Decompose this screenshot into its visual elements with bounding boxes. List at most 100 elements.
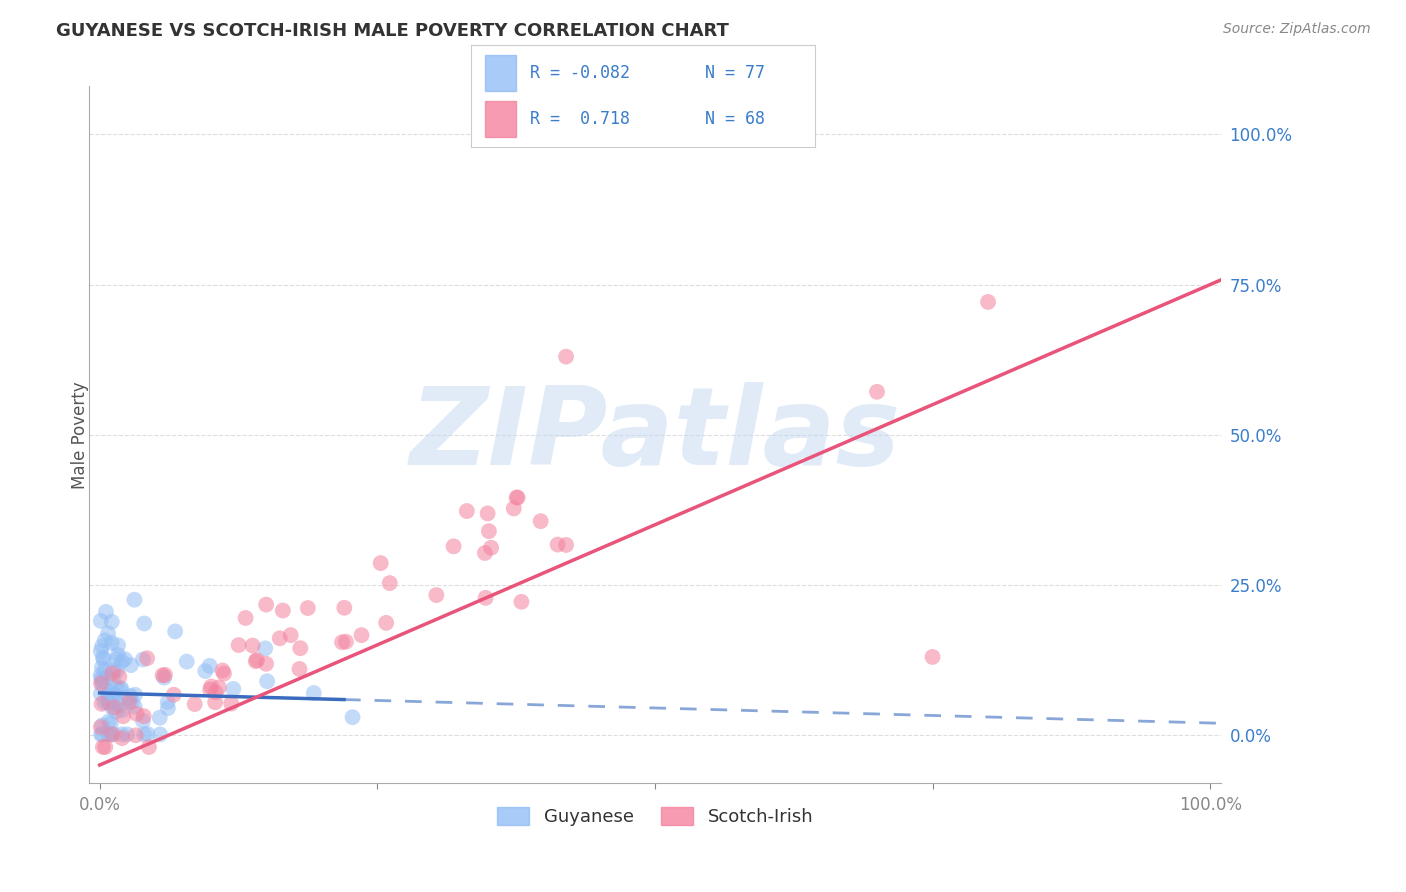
Point — [114, 652, 136, 666]
Point — [443, 539, 465, 553]
Point — [378, 576, 401, 591]
Point — [370, 556, 392, 570]
Point — [212, 666, 235, 681]
Point — [100, 636, 122, 650]
Point — [280, 628, 302, 642]
Point — [121, 695, 143, 709]
Point — [547, 538, 569, 552]
Point — [120, 689, 142, 703]
Point — [235, 611, 257, 625]
Point — [330, 635, 353, 649]
Bar — [485, 55, 516, 91]
Point — [242, 639, 264, 653]
Point — [97, 696, 120, 710]
Point — [97, 688, 120, 702]
Point — [134, 727, 156, 741]
Point — [103, 663, 125, 677]
Point — [103, 673, 125, 687]
Point — [97, 695, 120, 709]
Point — [124, 592, 146, 607]
Point — [256, 674, 278, 689]
Bar — [485, 101, 516, 137]
Point — [108, 670, 131, 684]
Point — [90, 720, 112, 734]
Point — [350, 628, 373, 642]
Point — [132, 714, 155, 728]
Point — [91, 640, 114, 654]
Point — [555, 350, 578, 364]
Point — [297, 601, 319, 615]
Point — [502, 501, 524, 516]
Point — [105, 705, 128, 719]
Point — [153, 668, 176, 682]
Point — [530, 514, 553, 528]
Point — [375, 615, 398, 630]
Point — [108, 698, 131, 713]
Text: N = 77: N = 77 — [706, 64, 765, 82]
Point — [101, 666, 124, 681]
Point — [505, 491, 527, 505]
Text: R =  0.718: R = 0.718 — [530, 110, 630, 128]
Point — [91, 650, 114, 665]
Point — [510, 595, 533, 609]
Point — [228, 638, 250, 652]
Point — [478, 524, 501, 538]
Point — [134, 616, 156, 631]
Point — [98, 685, 121, 699]
Point — [105, 681, 128, 695]
Point — [222, 681, 245, 696]
Point — [290, 641, 312, 656]
Y-axis label: Male Poverty: Male Poverty — [72, 381, 89, 489]
Point — [132, 709, 155, 723]
Point — [90, 660, 112, 674]
Point — [100, 716, 122, 731]
Point — [474, 591, 496, 605]
Point — [124, 699, 146, 714]
Text: ZIPatlas: ZIPatlas — [409, 382, 900, 488]
Point — [977, 295, 1000, 310]
Point — [111, 731, 134, 746]
Point — [100, 615, 122, 629]
Point — [103, 727, 125, 741]
Text: GUYANESE VS SCOTCH-IRISH MALE POVERTY CORRELATION CHART: GUYANESE VS SCOTCH-IRISH MALE POVERTY CO… — [56, 22, 730, 40]
Point — [104, 688, 127, 702]
Point — [97, 626, 120, 640]
Point — [136, 727, 159, 741]
Point — [93, 652, 115, 666]
Point — [90, 644, 112, 658]
Point — [204, 685, 226, 699]
Point — [90, 687, 112, 701]
Point — [94, 605, 117, 619]
Point — [111, 727, 134, 741]
Point — [136, 651, 159, 665]
Point — [479, 541, 502, 555]
Point — [165, 624, 187, 639]
Point — [132, 652, 155, 666]
Point — [111, 654, 134, 668]
Point — [156, 701, 179, 715]
Point — [149, 711, 172, 725]
Point — [555, 538, 578, 552]
Point — [138, 739, 160, 754]
Point — [91, 727, 114, 741]
Point — [90, 672, 112, 686]
Point — [163, 688, 186, 702]
Point — [112, 709, 135, 723]
Point — [107, 638, 129, 652]
Point — [105, 696, 128, 710]
Point — [176, 655, 198, 669]
Legend: Guyanese, Scotch-Irish: Guyanese, Scotch-Irish — [489, 799, 821, 833]
Point — [97, 727, 120, 741]
Point — [124, 688, 146, 702]
Point — [269, 632, 291, 646]
Point — [456, 504, 478, 518]
Text: N = 68: N = 68 — [706, 110, 765, 128]
Point — [271, 603, 294, 617]
Point — [111, 703, 134, 717]
Point — [156, 695, 179, 709]
Point — [94, 739, 117, 754]
Point — [93, 695, 115, 709]
Point — [90, 668, 112, 682]
Point — [120, 658, 142, 673]
Point — [101, 727, 124, 741]
